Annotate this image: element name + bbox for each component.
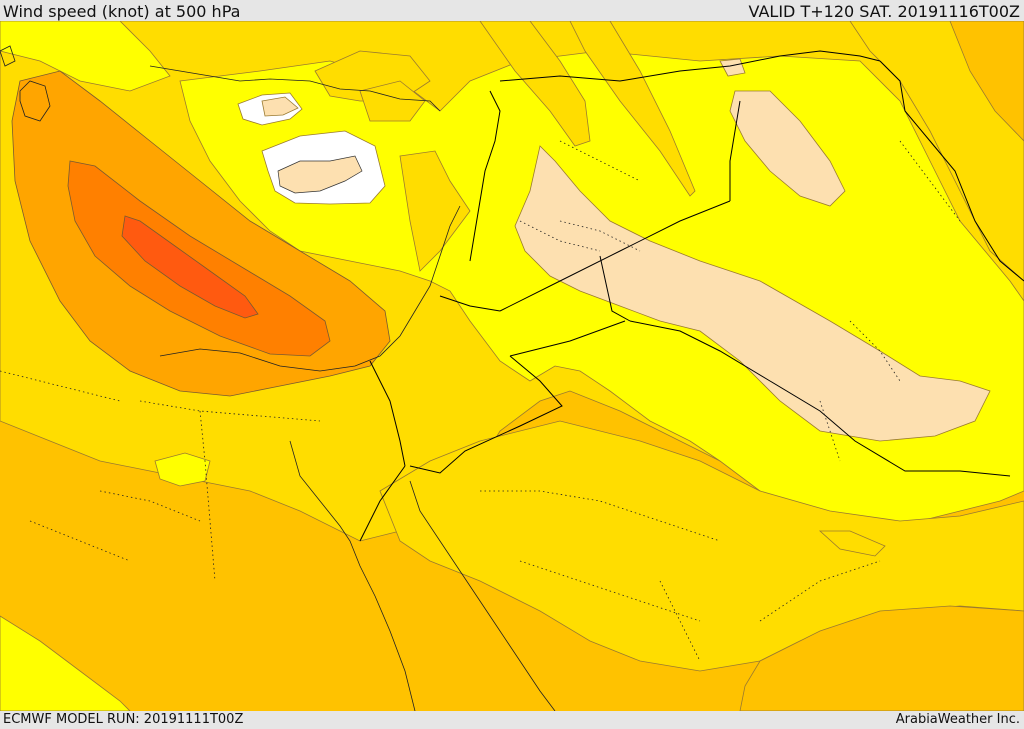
map-footer: ECMWF MODEL RUN: 20191111T00Z ArabiaWeat… — [0, 711, 1024, 729]
valid-time: VALID T+120 SAT. 20191116T00Z — [748, 2, 1020, 21]
model-run: ECMWF MODEL RUN: 20191111T00Z — [3, 712, 244, 727]
field-gold-blob-3 — [399, 150, 471, 272]
map-header: Wind speed (knot) at 500 hPa VALID T+120… — [0, 0, 1024, 21]
country-borders — [359, 50, 1024, 542]
field-yellow-nw — [0, 21, 171, 92]
map-title: Wind speed (knot) at 500 hPa — [3, 2, 241, 21]
province-borders — [0, 140, 961, 662]
field-gold-blob-sea — [818, 530, 886, 557]
coastlines — [0, 45, 556, 711]
field-amber-se — [739, 605, 1024, 711]
field-yellow-blob-egypt — [154, 452, 211, 487]
field-gold-streak-2 — [569, 21, 696, 197]
field-gold-south — [379, 420, 1024, 672]
field-yellow-sw — [0, 615, 131, 711]
wind-speed-map — [0, 21, 1024, 711]
credit: ArabiaWeather Inc. — [895, 712, 1020, 727]
field-pale-north — [261, 96, 299, 117]
field-pale-3 — [719, 58, 746, 77]
field-gold-blob-2 — [359, 80, 426, 122]
field-orange — [67, 160, 331, 357]
field-gold-streak-1 — [479, 21, 591, 147]
field-pale-2 — [729, 90, 846, 207]
field-orange-dark — [121, 215, 259, 319]
cyprus-island — [277, 155, 363, 194]
field-amber-ne — [949, 21, 1024, 142]
